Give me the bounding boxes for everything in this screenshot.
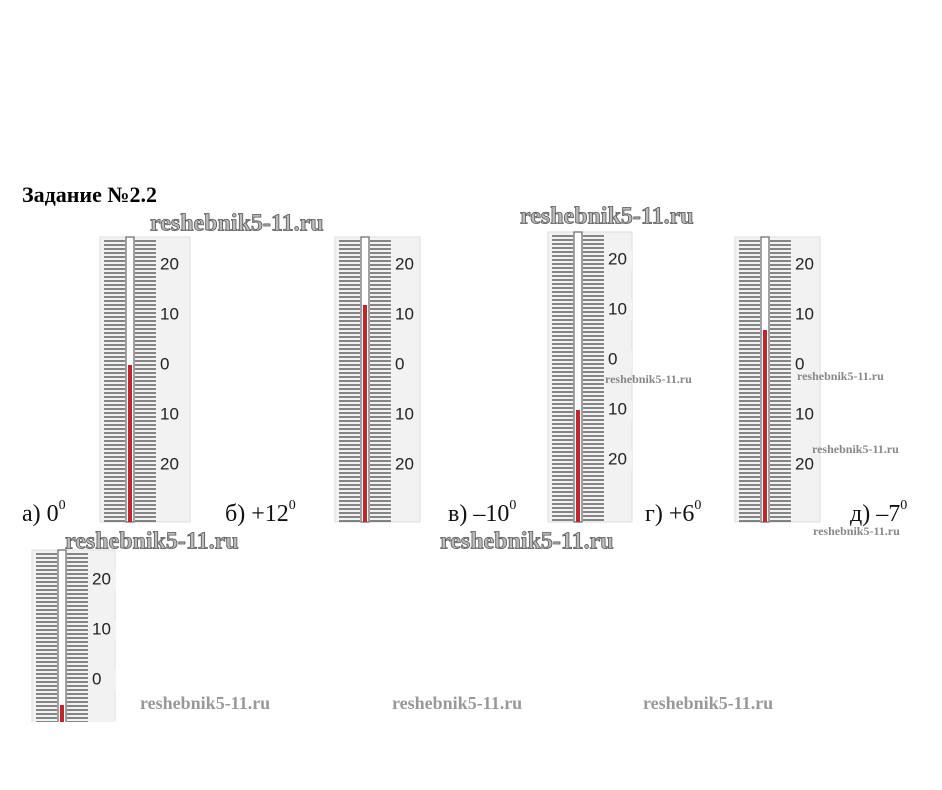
scale-label: 10: [608, 399, 627, 418]
watermark: reshebnik5-11.ru: [605, 372, 692, 386]
label-bg: [158, 355, 184, 375]
answer-text: б) +12: [225, 501, 289, 527]
scale-label: 20: [395, 254, 414, 273]
thermometer-body: [334, 236, 421, 523]
degree-sign: 0: [59, 498, 66, 513]
label-bg: [393, 255, 419, 275]
scale-label: 10: [795, 404, 814, 423]
label-bg: [90, 570, 116, 590]
watermark: reshebnik5-11.ru: [643, 693, 773, 713]
label-bg: [606, 450, 632, 470]
thermometer: 20 10 0 10 20: [734, 236, 821, 523]
label-bg: [606, 400, 632, 420]
thermometer: 20 10 0 10 20: [334, 236, 421, 523]
thermometer: 20 10 0 10 20: [99, 236, 191, 523]
thermometer: 20 10 0 10 20: [31, 549, 116, 790]
watermark: reshebnik5-11.ru: [813, 524, 900, 538]
mercury-column: [363, 305, 367, 522]
answer: а) 00: [22, 498, 66, 526]
watermark: reshebnik5-11.ru: [392, 693, 522, 713]
answer-text: г) +6: [645, 501, 694, 527]
answer-text: д) –7: [850, 501, 900, 527]
label-bg: [393, 405, 419, 425]
scale-label: 0: [160, 354, 169, 373]
answer-text: в) –10: [448, 501, 509, 527]
degree-sign: 0: [509, 498, 516, 513]
mercury-column: [128, 365, 132, 522]
degree-sign: 0: [289, 498, 296, 513]
watermark: reshebnik5-11.ru: [520, 204, 694, 230]
label-bg: [158, 455, 184, 475]
scale-label: 20: [395, 454, 414, 473]
scale-label: 20: [608, 449, 627, 468]
scale-label: 20: [608, 249, 627, 268]
answer: б) +120: [225, 498, 296, 526]
watermark: reshebnik5-11.ru: [140, 693, 270, 713]
scale-label: 20: [92, 569, 111, 588]
task-title: Задание №2.2: [22, 182, 157, 207]
scale-label: 20: [795, 254, 814, 273]
scale-label: 10: [92, 619, 111, 638]
scale-label: 0: [92, 669, 101, 688]
label-bg: [90, 670, 116, 690]
tube: [57, 549, 67, 722]
scale-label: 10: [395, 304, 414, 323]
watermark: reshebnik5-11.ru: [65, 529, 239, 555]
label-bg: [606, 350, 632, 370]
thermometer: 20 10 0 10 20: [547, 231, 633, 523]
label-bg: [793, 355, 819, 375]
scale-label: 10: [160, 304, 179, 323]
label-bg: [793, 255, 819, 275]
scale-label: 0: [608, 349, 617, 368]
watermark: reshebnik5-11.ru: [797, 369, 884, 383]
label-bg: [158, 255, 184, 275]
scale-label: 10: [608, 299, 627, 318]
watermark: reshebnik5-11.ru: [150, 211, 324, 237]
degree-sign: 0: [900, 498, 907, 513]
label-bg: [606, 250, 632, 270]
label-bg: [158, 305, 184, 325]
degree-sign: 0: [694, 498, 701, 513]
scale-label: 20: [160, 454, 179, 473]
scale-label: 0: [795, 354, 804, 373]
scale-label: 10: [160, 404, 179, 423]
answer: в) –100: [448, 498, 516, 526]
answer: г) +60: [645, 498, 701, 526]
mercury-column: [60, 705, 64, 722]
label-bg: [90, 720, 116, 722]
label-bg: [158, 405, 184, 425]
watermark: reshebnik5-11.ru: [440, 529, 614, 555]
label-bg: [90, 620, 116, 640]
label-bg: [90, 770, 116, 790]
label-bg: [393, 355, 419, 375]
label-bg: [793, 305, 819, 325]
answer-text: а) 0: [22, 501, 59, 527]
scale-label: 20: [92, 769, 111, 788]
scale-label: 10: [395, 404, 414, 423]
label-bg: [393, 455, 419, 475]
thermometer-body: [99, 236, 191, 523]
label-bg: [393, 305, 419, 325]
scale-label: 0: [395, 354, 404, 373]
label-bg: [606, 300, 632, 320]
label-bg: [793, 455, 819, 475]
scale-label: 10: [92, 719, 111, 738]
answer: д) –70: [850, 498, 907, 526]
scale-label: 10: [795, 304, 814, 323]
mercury-column: [763, 330, 767, 522]
mercury-column: [576, 410, 580, 522]
scale-label: 20: [795, 454, 814, 473]
label-bg: [793, 405, 819, 425]
scale-label: 20: [160, 254, 179, 273]
watermark: reshebnik5-11.ru: [812, 442, 899, 456]
